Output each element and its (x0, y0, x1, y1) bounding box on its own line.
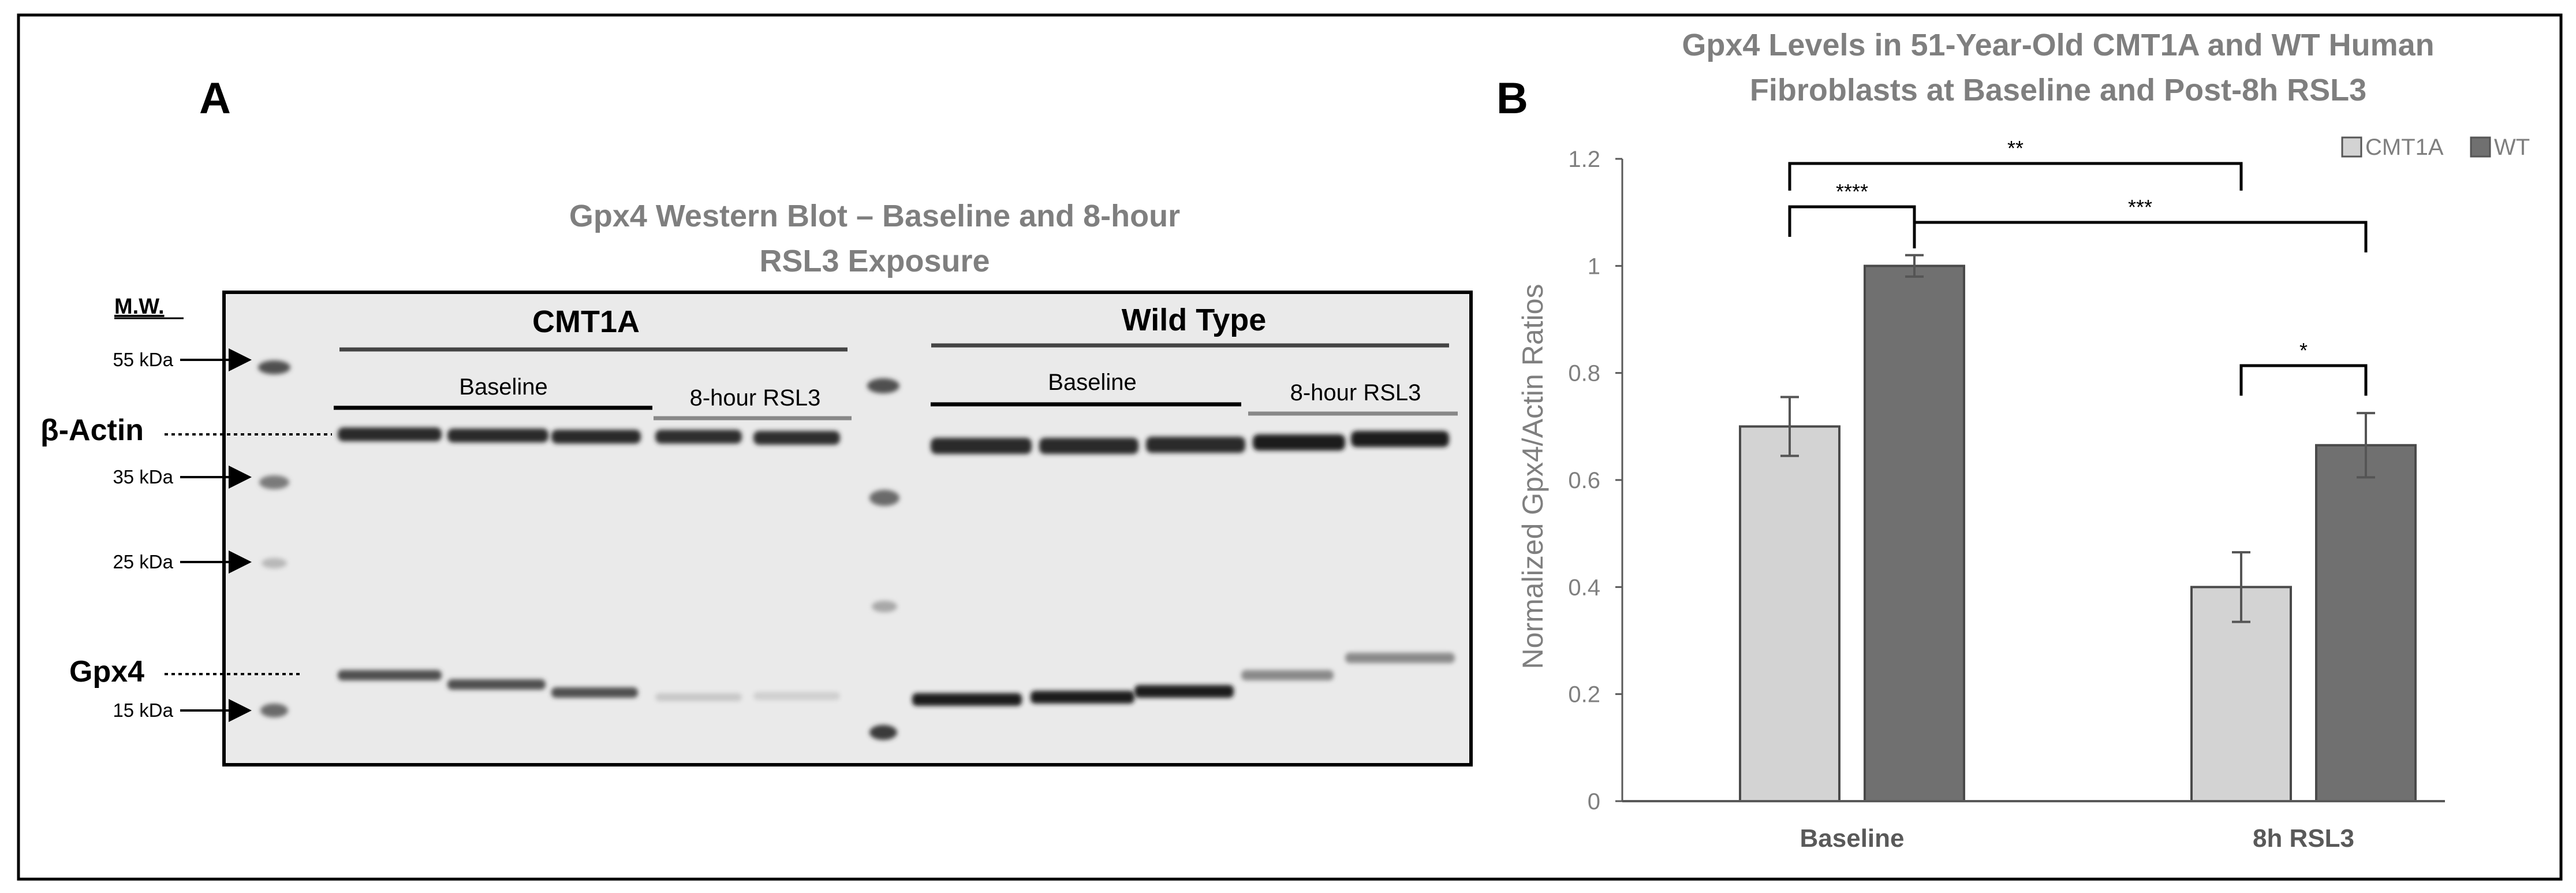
y-tick-label: 0.2 (1568, 682, 1600, 708)
y-tick-label: 1 (1588, 254, 1600, 279)
y-tick-label: 0 (1588, 789, 1600, 814)
bar-series (1739, 265, 2417, 803)
y-axis-ticks: 0 0.2 0.4 0.6 0.8 1 1.2 (1568, 147, 1622, 814)
condition-label-wt-baseline: Baseline (1048, 370, 1136, 395)
x-axis-category-labels: Baseline 8h RSL3 (1800, 824, 2355, 853)
mw-marker-35: 35 kDa (113, 466, 252, 489)
x-category-label: 8h RSL3 (2253, 824, 2354, 853)
band-label-gpx4: Gpx4 (69, 655, 144, 689)
legend-swatch-cmt1a (2341, 136, 2362, 158)
group-label-cmt1a: CMT1A (532, 304, 640, 339)
gpx4-bands (338, 653, 1455, 706)
error-bar (1905, 254, 1924, 278)
y-tick-label: 0.8 (1568, 361, 1600, 386)
chart-title-line2: Fibroblasts at Baseline and Post-8h RSL3 (1750, 73, 2366, 107)
mw-label-55: 55 kDa (113, 349, 173, 370)
condition-label-cmt1a-rsl3: 8-hour RSL3 (690, 385, 821, 411)
x-category-label: Baseline (1800, 824, 1905, 853)
blot-title-line1: Gpx4 Western Blot – Baseline and 8-hour (569, 199, 1180, 233)
group-label-wild-type: Wild Type (1122, 303, 1267, 337)
significance-bracket: ** (1788, 136, 2243, 191)
significance-bracket: *** (1913, 195, 2368, 252)
legend: CMT1A WT (2341, 135, 2530, 160)
significance-label: *** (2128, 195, 2152, 219)
bar-cmt1a-baseline (1739, 425, 1840, 802)
significance-label: ** (2007, 136, 2024, 160)
error-bar (2232, 551, 2250, 623)
error-bar (2357, 412, 2375, 479)
mw-label-35: 35 kDa (113, 466, 173, 488)
chart-title-line1: Gpx4 Levels in 51-Year-Old CMT1A and WT … (1682, 28, 2434, 62)
panel-a: A Gpx4 Western Blot – Baseline and 8-hou… (40, 74, 1473, 767)
panel-a-letter: A (199, 74, 231, 123)
mw-header: M.W. (114, 295, 165, 319)
legend-swatch-wt (2470, 136, 2491, 158)
y-tick-label: 1.2 (1568, 147, 1600, 172)
mw-label-25: 25 kDa (113, 551, 173, 572)
ladder-lane-center (867, 378, 899, 740)
band-label-actin: β-Actin (40, 414, 144, 447)
ladder-lane-left (258, 360, 290, 717)
significance-label: **** (1836, 180, 1868, 203)
condition-label-wt-rsl3: 8-hour RSL3 (1290, 380, 1421, 405)
actin-bands (338, 427, 1449, 454)
error-bar (1780, 396, 1799, 457)
y-tick-label: 0.6 (1568, 468, 1600, 493)
panel-b-letter: B (1496, 74, 1528, 123)
bar-wt-8h-rsl3 (2315, 444, 2417, 802)
significance-bracket: * (2239, 338, 2368, 396)
mw-marker-55: 55 kDa (113, 348, 252, 371)
significance-brackets: ********** (1788, 136, 2368, 396)
panel-b-chart: B Gpx4 Levels in 51-Year-Old CMT1A and W… (1496, 28, 2530, 853)
mw-marker-25: 25 kDa (113, 550, 252, 574)
error-bars (1780, 254, 2375, 623)
significance-label: * (2299, 338, 2308, 362)
legend-label-wt: WT (2494, 135, 2530, 160)
western-blot-image (222, 291, 1473, 767)
condition-label-cmt1a-baseline: Baseline (459, 374, 547, 400)
y-axis-label: Normalized Gpx4/Actin Ratios (1517, 284, 1549, 669)
mw-label-15: 15 kDa (113, 699, 173, 721)
y-tick-label: 0.4 (1568, 575, 1600, 600)
legend-label-cmt1a: CMT1A (2365, 135, 2444, 160)
bar-wt-baseline (1864, 265, 1965, 803)
mw-marker-15: 15 kDa (113, 699, 252, 722)
blot-title-line2: RSL3 Exposure (759, 244, 990, 278)
